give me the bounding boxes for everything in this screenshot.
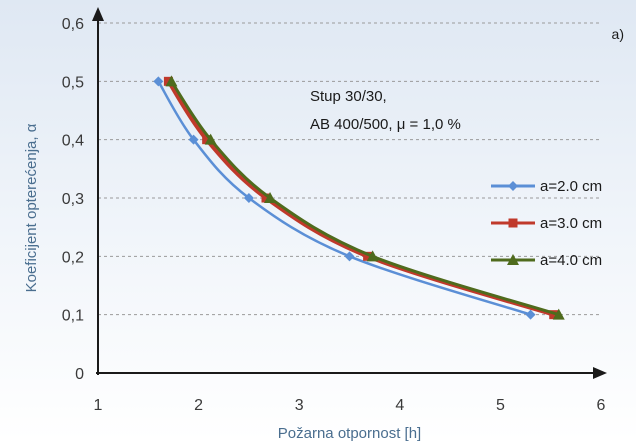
data-point-s2-3 (261, 193, 271, 203)
legend-label-1: a=2.0 cm (540, 178, 602, 195)
y-tick-label: 0,1 (62, 308, 84, 325)
y-tick-label: 0,4 (62, 133, 84, 150)
x-tick-label: 4 (395, 397, 404, 414)
y-tick-label: 0,2 (62, 249, 84, 266)
data-point-s3-5 (552, 308, 565, 320)
x-tick-label: 3 (295, 397, 304, 414)
data-point-s3-1 (165, 75, 178, 87)
legend-marker-3 (507, 254, 519, 265)
legend-label-3: a=4.0 cm (540, 252, 602, 269)
data-point-s1-3 (243, 193, 254, 203)
y-tick-label: 0,6 (62, 16, 84, 33)
y-axis-label: Koeficijent opterećenja, α (23, 123, 40, 292)
data-point-s1-4 (344, 251, 355, 262)
series-line-2 (166, 80, 555, 317)
data-point-s2-4 (363, 251, 373, 261)
x-tick-label: 6 (597, 397, 606, 414)
y-tick-label: 0,3 (62, 191, 84, 208)
data-point-s3-4 (366, 250, 379, 262)
data-point-s3-2 (204, 133, 217, 145)
data-point-s3-3 (264, 192, 277, 203)
annotation-line: AB 400/500, μ = 1,0 % (310, 116, 461, 133)
x-axis-label: Požarna otpornost [h] (278, 425, 421, 441)
series-line-1 (157, 80, 531, 316)
series-line-3 (170, 80, 560, 317)
y-tick-label: 0,5 (62, 74, 84, 91)
x-tick-label: 5 (496, 397, 505, 414)
y-tick-label: 0 (75, 366, 84, 383)
legend-marker-2 (508, 218, 518, 228)
x-tick-label: 1 (94, 397, 103, 414)
data-point-s1-5 (525, 309, 536, 320)
panel-label: a) (612, 26, 624, 42)
y-axis-arrow (92, 7, 104, 21)
data-point-s1-2 (188, 134, 199, 145)
x-axis-arrow (593, 367, 607, 379)
legend-marker-1 (508, 181, 518, 191)
data-point-s1-1 (153, 76, 164, 87)
legend-label-2: a=3.0 cm (540, 215, 602, 232)
annotation-line: Stup 30/30, (310, 88, 387, 105)
data-point-s2-2 (202, 135, 212, 145)
x-tick-label: 2 (194, 397, 203, 414)
